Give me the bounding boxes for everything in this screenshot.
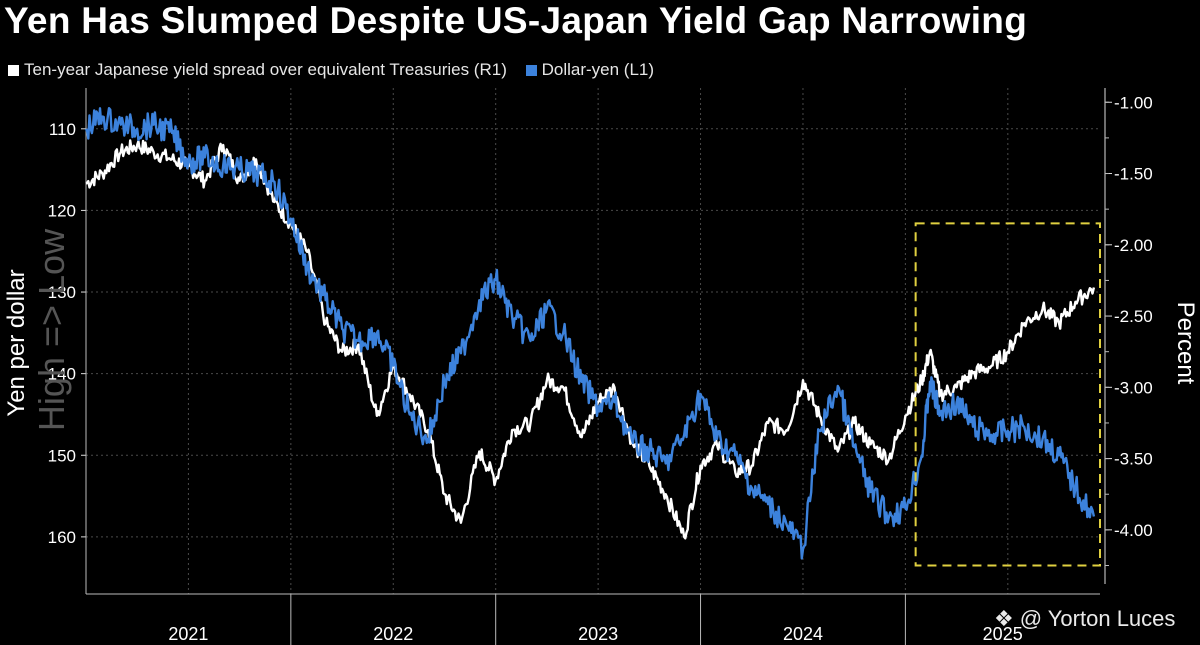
left-tick-label: 130 [48, 283, 76, 302]
legend-label-spread: Ten-year Japanese yield spread over equi… [24, 60, 507, 79]
right-tick-label: -1.00 [1114, 93, 1153, 112]
right-axis-label: Percent [1172, 302, 1199, 385]
series-group [84, 107, 1096, 560]
x-tick-label: 2021 [168, 624, 208, 644]
dollar-yen-series-line [84, 107, 1096, 560]
right-tick-label: -2.00 [1114, 236, 1153, 255]
left-axis-label: Yen per dollar [3, 269, 30, 416]
watermark-text: High => Low [31, 228, 72, 431]
axes: 110 120 130 140 150 160 -1.00 -1.50 -2.00 -2.50 -3… [48, 88, 1153, 645]
x-tick-label: 2022 [373, 624, 413, 644]
left-tick-label: 110 [49, 120, 76, 139]
diamond-logo-icon: ❖ [994, 606, 1014, 631]
legend-item-dollar-yen: Dollar-yen (L1) [525, 60, 655, 79]
annotation-group [914, 222, 1101, 567]
x-tick-label: 2025 [983, 624, 1023, 644]
legend-swatch-dollar-yen [525, 65, 537, 76]
right-tick-label: -3.50 [1114, 450, 1153, 469]
chart-title: Yen Has Slumped Despite US-Japan Yield G… [4, 0, 1028, 41]
left-tick-label: 150 [48, 446, 76, 465]
right-tick-label: -3.00 [1114, 378, 1153, 397]
credit: ❖ @ Yorton Luces [994, 606, 1175, 632]
legend: Ten-year Japanese yield spread over equi… [8, 60, 668, 80]
right-tick-label: -1.50 [1114, 165, 1153, 184]
left-tick-label: 160 [48, 528, 76, 547]
legend-item-spread: Ten-year Japanese yield spread over equi… [8, 60, 512, 79]
x-tick-label: 2023 [578, 624, 618, 644]
legend-label-dollar-yen: Dollar-yen (L1) [541, 60, 655, 79]
legend-swatch-spread [8, 65, 19, 76]
x-tick-label: 2024 [783, 624, 823, 644]
left-tick-label: 120 [48, 201, 76, 220]
highlight-box [914, 222, 1101, 567]
right-tick-label: -4.00 [1114, 521, 1153, 540]
left-tick-label: 140 [48, 365, 76, 384]
credit-text: @ Yorton Luces [1019, 606, 1176, 631]
right-tick-label: -2.50 [1114, 307, 1153, 326]
spread-series-line [85, 139, 1096, 540]
